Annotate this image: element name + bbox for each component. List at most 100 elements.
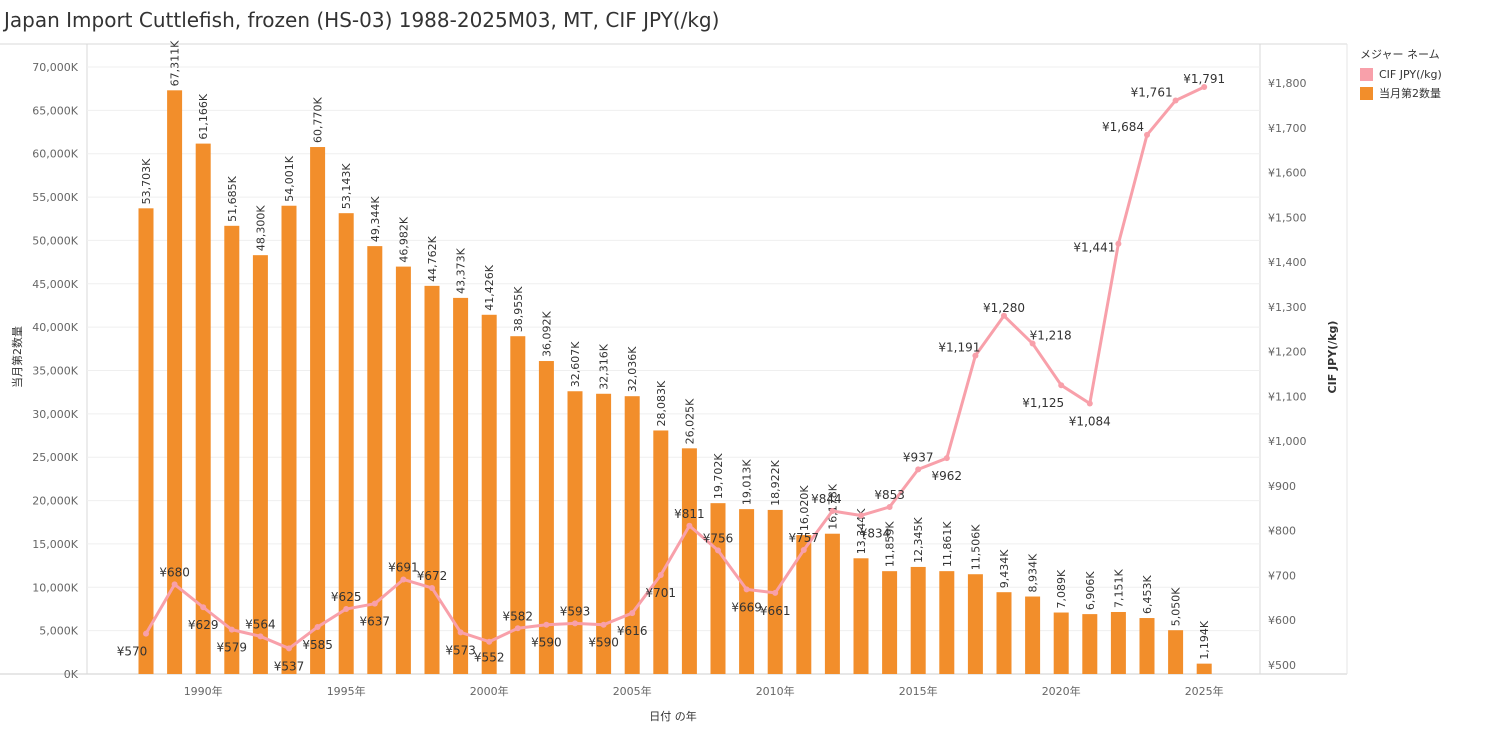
price-point — [314, 623, 321, 630]
bar — [910, 566, 926, 674]
bar — [1025, 596, 1041, 674]
legend-item-price[interactable]: CIF JPY(/kg) — [1360, 68, 1442, 81]
price-point — [1144, 131, 1150, 138]
price-point — [457, 629, 464, 636]
y-left-tick-label: 50,000K — [32, 234, 78, 247]
x-tick-label: 2005年 — [613, 684, 652, 698]
legend-item-volume[interactable]: 当月第2数量 — [1360, 85, 1442, 101]
price-point — [1086, 400, 1093, 407]
price-point — [486, 638, 493, 645]
bar-data-label: 46,982K — [397, 216, 410, 262]
price-data-label: ¥661 — [760, 604, 791, 618]
y-left-tick-label: 5,000K — [39, 625, 78, 638]
price-data-label: ¥757 — [789, 531, 820, 545]
price-point — [286, 645, 292, 652]
price-point — [886, 503, 893, 510]
bar — [138, 208, 154, 674]
bar-data-label: 19,702K — [712, 453, 725, 499]
price-data-label: ¥834 — [860, 526, 891, 540]
price-point — [1115, 240, 1122, 247]
y-right-tick-label: ¥1,200 — [1268, 346, 1307, 359]
legend-label-volume: 当月第2数量 — [1379, 87, 1441, 100]
bar — [939, 571, 955, 674]
price-point — [543, 621, 550, 628]
price-data-label: ¥1,084 — [1069, 415, 1111, 429]
bar — [338, 213, 354, 675]
price-point — [1029, 340, 1036, 347]
bar-data-label: 5,050K — [1170, 587, 1183, 626]
bar — [567, 391, 583, 674]
bar-data-label: 26,025K — [683, 398, 696, 444]
bar-data-label: 18,922K — [769, 459, 782, 505]
price-data-label: ¥1,441 — [1073, 241, 1115, 255]
bar — [167, 90, 183, 674]
price-point — [143, 630, 149, 637]
price-point — [1058, 382, 1065, 389]
y-left-tick-label: 70,000K — [32, 61, 78, 74]
price-data-label: ¥582 — [503, 609, 534, 623]
bar — [1082, 614, 1098, 674]
bar-data-label: 60,770K — [312, 97, 325, 143]
x-tick-label: 2020年 — [1042, 684, 1081, 698]
bar — [853, 558, 869, 674]
bar-data-label: 19,013K — [741, 459, 754, 505]
price-point — [829, 507, 836, 514]
price-point — [715, 547, 721, 554]
price-data-label: ¥669 — [731, 600, 762, 614]
price-data-label: ¥590 — [531, 636, 562, 650]
bar-data-label: 61,166K — [197, 93, 210, 139]
price-data-label: ¥616 — [617, 624, 648, 638]
legend-title: メジャー ネーム — [1360, 48, 1440, 61]
y-right-tick-label: ¥1,700 — [1268, 122, 1307, 135]
bar — [996, 592, 1012, 674]
y-left-tick-label: 35,000K — [32, 365, 78, 378]
price-point — [915, 466, 922, 473]
price-data-label: ¥1,684 — [1102, 120, 1144, 134]
bar-data-label: 11,859K — [884, 521, 897, 567]
x-tick-label: 2025年 — [1185, 684, 1224, 698]
price-point — [800, 546, 807, 553]
bar-data-label: 1,194K — [1198, 620, 1211, 659]
price-point — [257, 633, 264, 640]
y-left-tick-label: 20,000K — [32, 495, 78, 508]
x-tick-label: 1990年 — [184, 684, 223, 698]
price-data-label: ¥1,280 — [983, 301, 1025, 315]
bar-data-label: 49,344K — [369, 196, 382, 242]
y-right-tick-label: ¥900 — [1268, 480, 1296, 493]
y-left-tick-label: 60,000K — [32, 148, 78, 161]
price-data-label: ¥593 — [560, 604, 591, 618]
bar-data-label: 48,300K — [254, 205, 267, 251]
price-data-label: ¥552 — [474, 651, 505, 665]
y-right-tick-label: ¥500 — [1268, 659, 1296, 672]
bar — [367, 246, 383, 674]
bar-data-label: 32,607K — [569, 341, 582, 387]
price-point — [171, 581, 178, 588]
bar-data-label: 7,089K — [1055, 569, 1068, 608]
legend-swatch-volume — [1360, 86, 1373, 100]
x-tick-label: 2015年 — [899, 684, 938, 698]
bar — [453, 297, 469, 674]
price-point — [686, 522, 693, 529]
price-data-label: ¥625 — [331, 590, 362, 604]
bar — [310, 147, 326, 674]
price-data-label: ¥585 — [302, 638, 333, 652]
price-data-label: ¥564 — [245, 617, 276, 631]
bar — [796, 535, 812, 674]
x-tick-label: 2000年 — [470, 684, 509, 698]
price-point — [1201, 84, 1208, 91]
x-axis-title: 日付 の年 — [649, 709, 697, 723]
price-data-label: ¥579 — [217, 641, 248, 655]
price-point — [429, 584, 435, 591]
bar — [1139, 618, 1155, 674]
price-data-label: ¥853 — [874, 488, 905, 502]
y-right-tick-label: ¥600 — [1268, 614, 1296, 627]
y-right-tick-label: ¥1,600 — [1268, 167, 1307, 180]
price-data-label: ¥537 — [274, 659, 305, 673]
bar — [967, 574, 983, 674]
price-data-label: ¥672 — [417, 569, 448, 583]
bar-data-label: 32,036K — [626, 346, 639, 392]
bar — [653, 430, 669, 674]
legend-swatch-price — [1360, 68, 1373, 81]
y-left-tick-label: 15,000K — [32, 538, 78, 551]
